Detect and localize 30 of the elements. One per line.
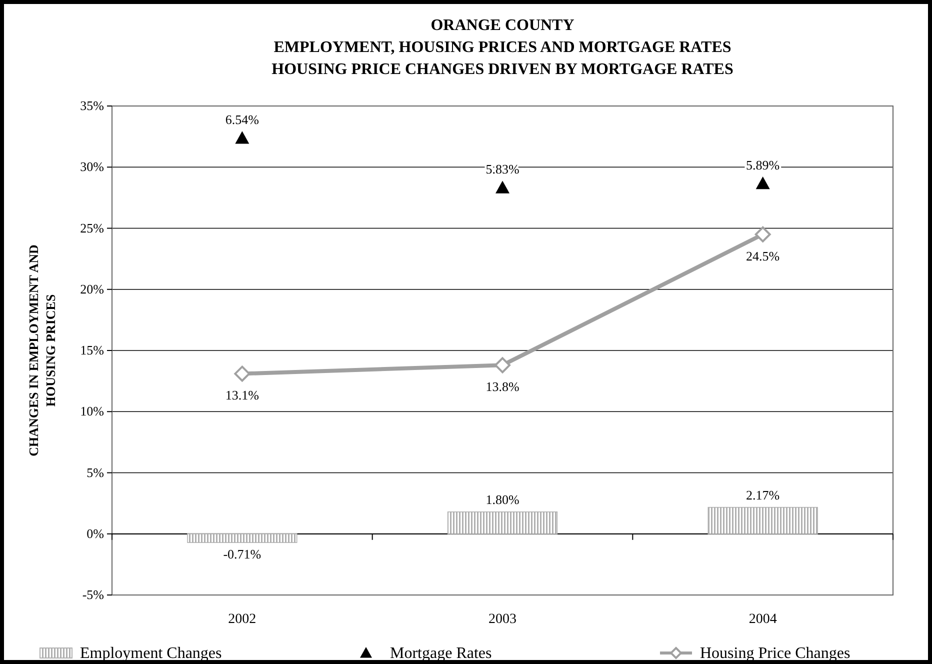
data-label: 13.8% [486,379,520,394]
data-label: 1.80% [486,492,520,507]
y-tick-label: 30% [80,159,104,174]
y-tick-label: 20% [80,281,104,296]
y-tick-label: 25% [80,220,104,236]
bar [187,533,298,543]
data-label: 6.54% [225,112,260,128]
bar [708,506,818,534]
legend-label: Housing Price Changes [700,645,850,662]
legend-label: Mortgage Rates [390,645,492,662]
y-tick-label: 5% [86,464,104,480]
data-label: -0.71% [223,546,262,562]
legend-label: Employment Changes [80,645,222,662]
x-tick-label: 2002 [228,612,256,627]
data-label: 13.1% [225,388,260,403]
point [754,226,771,242]
point [234,366,250,382]
bar [447,511,558,534]
y-tick-label: -5% [82,587,104,602]
x-tick-label: 2004 [748,612,777,627]
y-tick-label: 15% [80,342,104,358]
y-tick-label: 0% [86,526,104,541]
point [494,357,510,374]
data-label: 2.17% [746,487,780,502]
y-axis-title: CHANGES IN EMPLOYMENT AND HOUSING PRICES [26,244,58,456]
y-tick-label: 10% [80,404,104,419]
x-tick-label: 2003 [488,612,516,627]
y-tick-label: 35% [80,98,104,113]
data-label: 24.5% [746,248,780,264]
chart-title: ORANGE COUNTY EMPLOYMENT, HOUSING PRICES AND MORTGAGE RATES HOUSING PRICE CHANGES DRIVEN BY MORTGAGE RATES [272,17,734,78]
